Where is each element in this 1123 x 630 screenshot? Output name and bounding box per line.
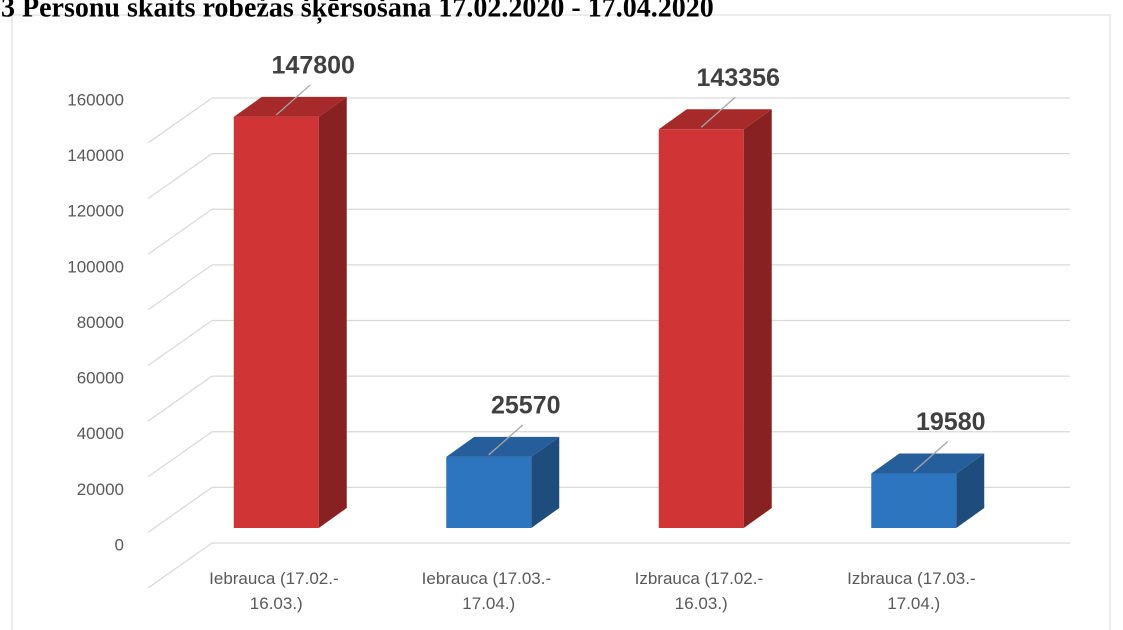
grid-line-side xyxy=(147,97,213,144)
x-tick-label: Iebrauca (17.02.- 16.03.) xyxy=(209,569,343,613)
bar-side xyxy=(956,453,985,528)
x-tick-label: Iebrauca (17.03.- 17.04.) xyxy=(422,569,556,613)
grid-line-side xyxy=(147,264,213,311)
x-tick-line: Izbrauca (17.03.- xyxy=(847,569,980,588)
x-tick-line: Iebrauca (17.02.- xyxy=(209,569,343,588)
x-tick-line: 16.03.) xyxy=(250,594,303,613)
leader-line xyxy=(700,96,736,128)
chart-frame xyxy=(11,14,1111,630)
x-tick-line: 16.03.) xyxy=(675,594,728,613)
chart-title: 4.3 Personu skaits robežas šķērsošana 17… xyxy=(0,0,714,24)
bar-top xyxy=(233,96,347,117)
value-label: 143356 xyxy=(697,64,780,92)
bar-top xyxy=(658,109,772,130)
value-label: 147800 xyxy=(272,52,355,80)
y-tick-label: 100000 xyxy=(67,257,124,276)
leader-line xyxy=(488,424,524,456)
y-tick-label: 80000 xyxy=(77,313,124,332)
bar xyxy=(233,96,347,529)
bar-front xyxy=(658,129,744,528)
y-tick-label: 40000 xyxy=(77,424,124,443)
y-tick-label: 60000 xyxy=(77,369,124,388)
x-tick-line: 17.04.) xyxy=(462,594,515,613)
x-tick-line: 17.04.) xyxy=(887,594,940,613)
leader-line xyxy=(275,84,311,116)
bar-side xyxy=(743,109,772,528)
bar-top xyxy=(871,453,985,474)
x-tick-line: Izbrauca (17.02.- xyxy=(635,569,768,588)
bar-front xyxy=(233,116,319,529)
value-label: 25570 xyxy=(491,391,561,419)
value-label: 19580 xyxy=(916,408,986,436)
grid-line-side xyxy=(147,208,213,255)
x-tick-label: Izbrauca (17.03.- 17.04.) xyxy=(847,569,980,613)
bar-front xyxy=(871,473,957,528)
grid-line-side xyxy=(147,431,213,478)
x-tick-line: Iebrauca (17.03.- xyxy=(422,569,556,588)
bar-top xyxy=(446,436,560,457)
y-tick-label: 0 xyxy=(115,535,124,554)
x-tick-label: Izbrauca (17.02.- 16.03.) xyxy=(635,569,768,613)
y-tick-label: 20000 xyxy=(77,480,124,499)
bar-front xyxy=(446,456,532,528)
grid-line-side xyxy=(147,153,213,200)
y-tick-label: 120000 xyxy=(67,202,124,221)
bar xyxy=(658,109,772,528)
grid-line-side xyxy=(147,319,213,367)
bar-side xyxy=(318,96,347,529)
grid-line-side xyxy=(147,375,213,422)
leader-line xyxy=(913,441,949,473)
bar xyxy=(871,453,985,528)
bar-side xyxy=(531,436,560,528)
y-tick-label: 140000 xyxy=(67,146,124,165)
y-tick-label: 160000 xyxy=(67,90,124,109)
bar xyxy=(446,436,560,528)
grid-line-side xyxy=(147,542,213,589)
grid-line-side xyxy=(147,486,213,533)
